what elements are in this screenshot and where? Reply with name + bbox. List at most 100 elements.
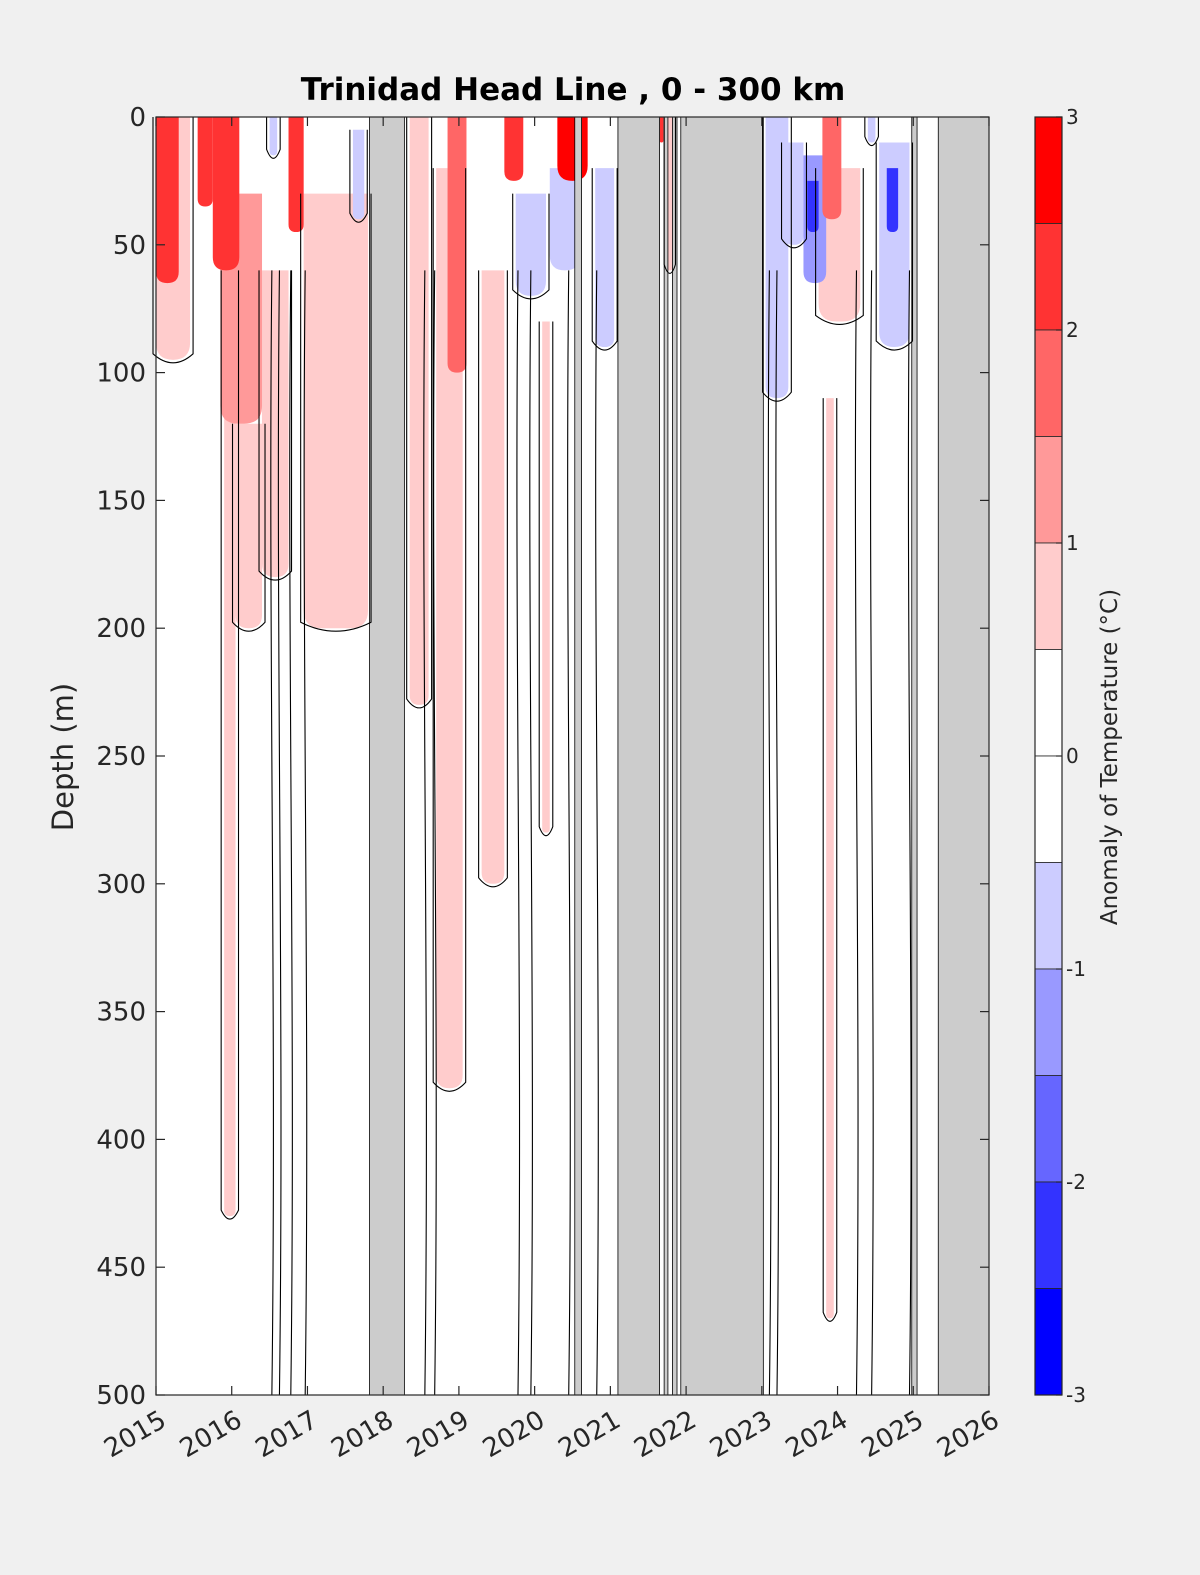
x-tick-label: 2021 bbox=[554, 1405, 626, 1464]
contour-line bbox=[432, 168, 467, 1092]
x-tick-label: 2019 bbox=[402, 1405, 474, 1464]
anomaly-patch bbox=[481, 270, 505, 884]
contour-line bbox=[815, 168, 864, 326]
contour-line bbox=[300, 193, 372, 632]
colorbar-band bbox=[1034, 862, 1063, 970]
x-tick-label: 2015 bbox=[99, 1405, 171, 1464]
contour-line bbox=[152, 117, 194, 364]
contour-layer bbox=[152, 117, 914, 1396]
anomaly-patch bbox=[807, 180, 819, 233]
anomaly-patch bbox=[549, 168, 581, 271]
anomaly-patch bbox=[557, 117, 588, 181]
contour-line bbox=[303, 270, 308, 1396]
y-ticks: 0 50 100 150 200 250 300 350 400 450 500 bbox=[96, 103, 989, 1411]
colorbar-band bbox=[1034, 116, 1063, 224]
contour-line bbox=[870, 270, 874, 1396]
y-tick-label: 0 bbox=[129, 103, 146, 133]
anomaly-patch bbox=[826, 398, 834, 1319]
y-tick-label: 100 bbox=[96, 359, 146, 389]
anomaly-patch bbox=[595, 168, 615, 348]
contour-line bbox=[538, 321, 554, 837]
contour-line bbox=[663, 117, 677, 274]
y-tick-label: 250 bbox=[96, 742, 146, 772]
colorbar-tick-label: -1 bbox=[1066, 957, 1086, 981]
no-data-column bbox=[617, 116, 660, 1396]
contour-line bbox=[529, 270, 533, 1396]
colorbar-label: Anomaly of Temperature (°C) bbox=[1097, 589, 1123, 925]
anomaly-patch bbox=[886, 168, 899, 233]
contour-line bbox=[516, 270, 521, 1396]
colorbar-band bbox=[1034, 755, 1063, 863]
contour-line bbox=[266, 117, 281, 159]
x-tick-label: 2023 bbox=[705, 1405, 777, 1464]
colorbar-band bbox=[1034, 1288, 1063, 1396]
anomaly-patch bbox=[197, 117, 213, 207]
contour-line bbox=[875, 142, 914, 351]
anomaly-patch bbox=[784, 142, 804, 245]
y-tick-label: 350 bbox=[96, 998, 146, 1028]
anomaly-layer bbox=[156, 117, 910, 1319]
anomaly-patch bbox=[504, 117, 524, 181]
contour-line bbox=[775, 270, 780, 1396]
y-axis-label: Depth (m) bbox=[46, 683, 80, 831]
contour-line bbox=[478, 270, 508, 888]
x-tick-label: 2024 bbox=[781, 1405, 853, 1464]
anomaly-patch bbox=[447, 117, 467, 373]
contour-line bbox=[433, 270, 437, 1396]
y-tick-label: 450 bbox=[96, 1253, 146, 1283]
contour-line bbox=[258, 270, 293, 581]
colorbar-band bbox=[1034, 329, 1063, 437]
no-data-column bbox=[663, 116, 669, 1396]
anomaly-patch bbox=[352, 129, 365, 220]
anomaly-patch bbox=[409, 117, 429, 705]
colorbar-band bbox=[1034, 1075, 1063, 1183]
colorbar-tick-label: 1 bbox=[1066, 531, 1079, 555]
contour-line bbox=[591, 168, 618, 351]
contour-line bbox=[854, 270, 859, 1396]
contour-line bbox=[762, 117, 792, 402]
anomaly-patch bbox=[659, 117, 664, 143]
contour-line bbox=[423, 270, 427, 1396]
colorbar-tick-label: -3 bbox=[1066, 1383, 1086, 1407]
contour-line bbox=[220, 270, 240, 1220]
no-data-column bbox=[680, 116, 764, 1396]
anomaly-patch bbox=[542, 321, 550, 833]
no-data-column bbox=[672, 116, 678, 1396]
anomaly-patch bbox=[303, 193, 369, 629]
x-tick-label: 2022 bbox=[629, 1405, 701, 1464]
x-tick-label: 2026 bbox=[932, 1405, 1004, 1464]
colorbar-band bbox=[1034, 223, 1063, 331]
x-tick-label: 2018 bbox=[326, 1405, 398, 1464]
no-data-layer bbox=[369, 116, 990, 1396]
y-tick-label: 200 bbox=[96, 614, 146, 644]
anomaly-patch bbox=[765, 117, 789, 399]
x-tick-label: 2017 bbox=[251, 1405, 323, 1464]
anomaly-patch bbox=[235, 423, 263, 629]
colorbar: 3 2 1 0 -1 -2 -3 bbox=[1034, 105, 1086, 1407]
colorbar-band bbox=[1034, 1181, 1063, 1289]
contour-line bbox=[767, 270, 772, 1396]
plot-area bbox=[156, 117, 989, 1395]
contour-line bbox=[406, 117, 433, 709]
colorbar-band bbox=[1034, 436, 1063, 544]
anomaly-patch bbox=[436, 168, 463, 1089]
y-tick-label: 50 bbox=[113, 231, 146, 261]
colorbar-tick-label: 0 bbox=[1066, 744, 1079, 768]
anomaly-patch bbox=[262, 270, 289, 578]
contour-line bbox=[567, 270, 571, 1396]
contour-line bbox=[907, 270, 912, 1396]
colorbar-tick-label: 2 bbox=[1066, 318, 1079, 342]
contour-line bbox=[231, 423, 266, 632]
anomaly-patch bbox=[212, 117, 240, 271]
colorbar-tick-label: -2 bbox=[1066, 1170, 1086, 1194]
contour-line bbox=[822, 398, 838, 1322]
contour-line bbox=[864, 117, 879, 147]
anomaly-patch bbox=[515, 193, 546, 296]
anomaly-patch bbox=[156, 117, 179, 284]
no-data-column bbox=[574, 116, 582, 1396]
plot-background bbox=[156, 117, 989, 1395]
anomaly-patch bbox=[269, 117, 278, 156]
colorbar-tick-label: 3 bbox=[1066, 105, 1079, 129]
colorbar-band bbox=[1034, 968, 1063, 1076]
y-tick-label: 500 bbox=[96, 1381, 146, 1411]
